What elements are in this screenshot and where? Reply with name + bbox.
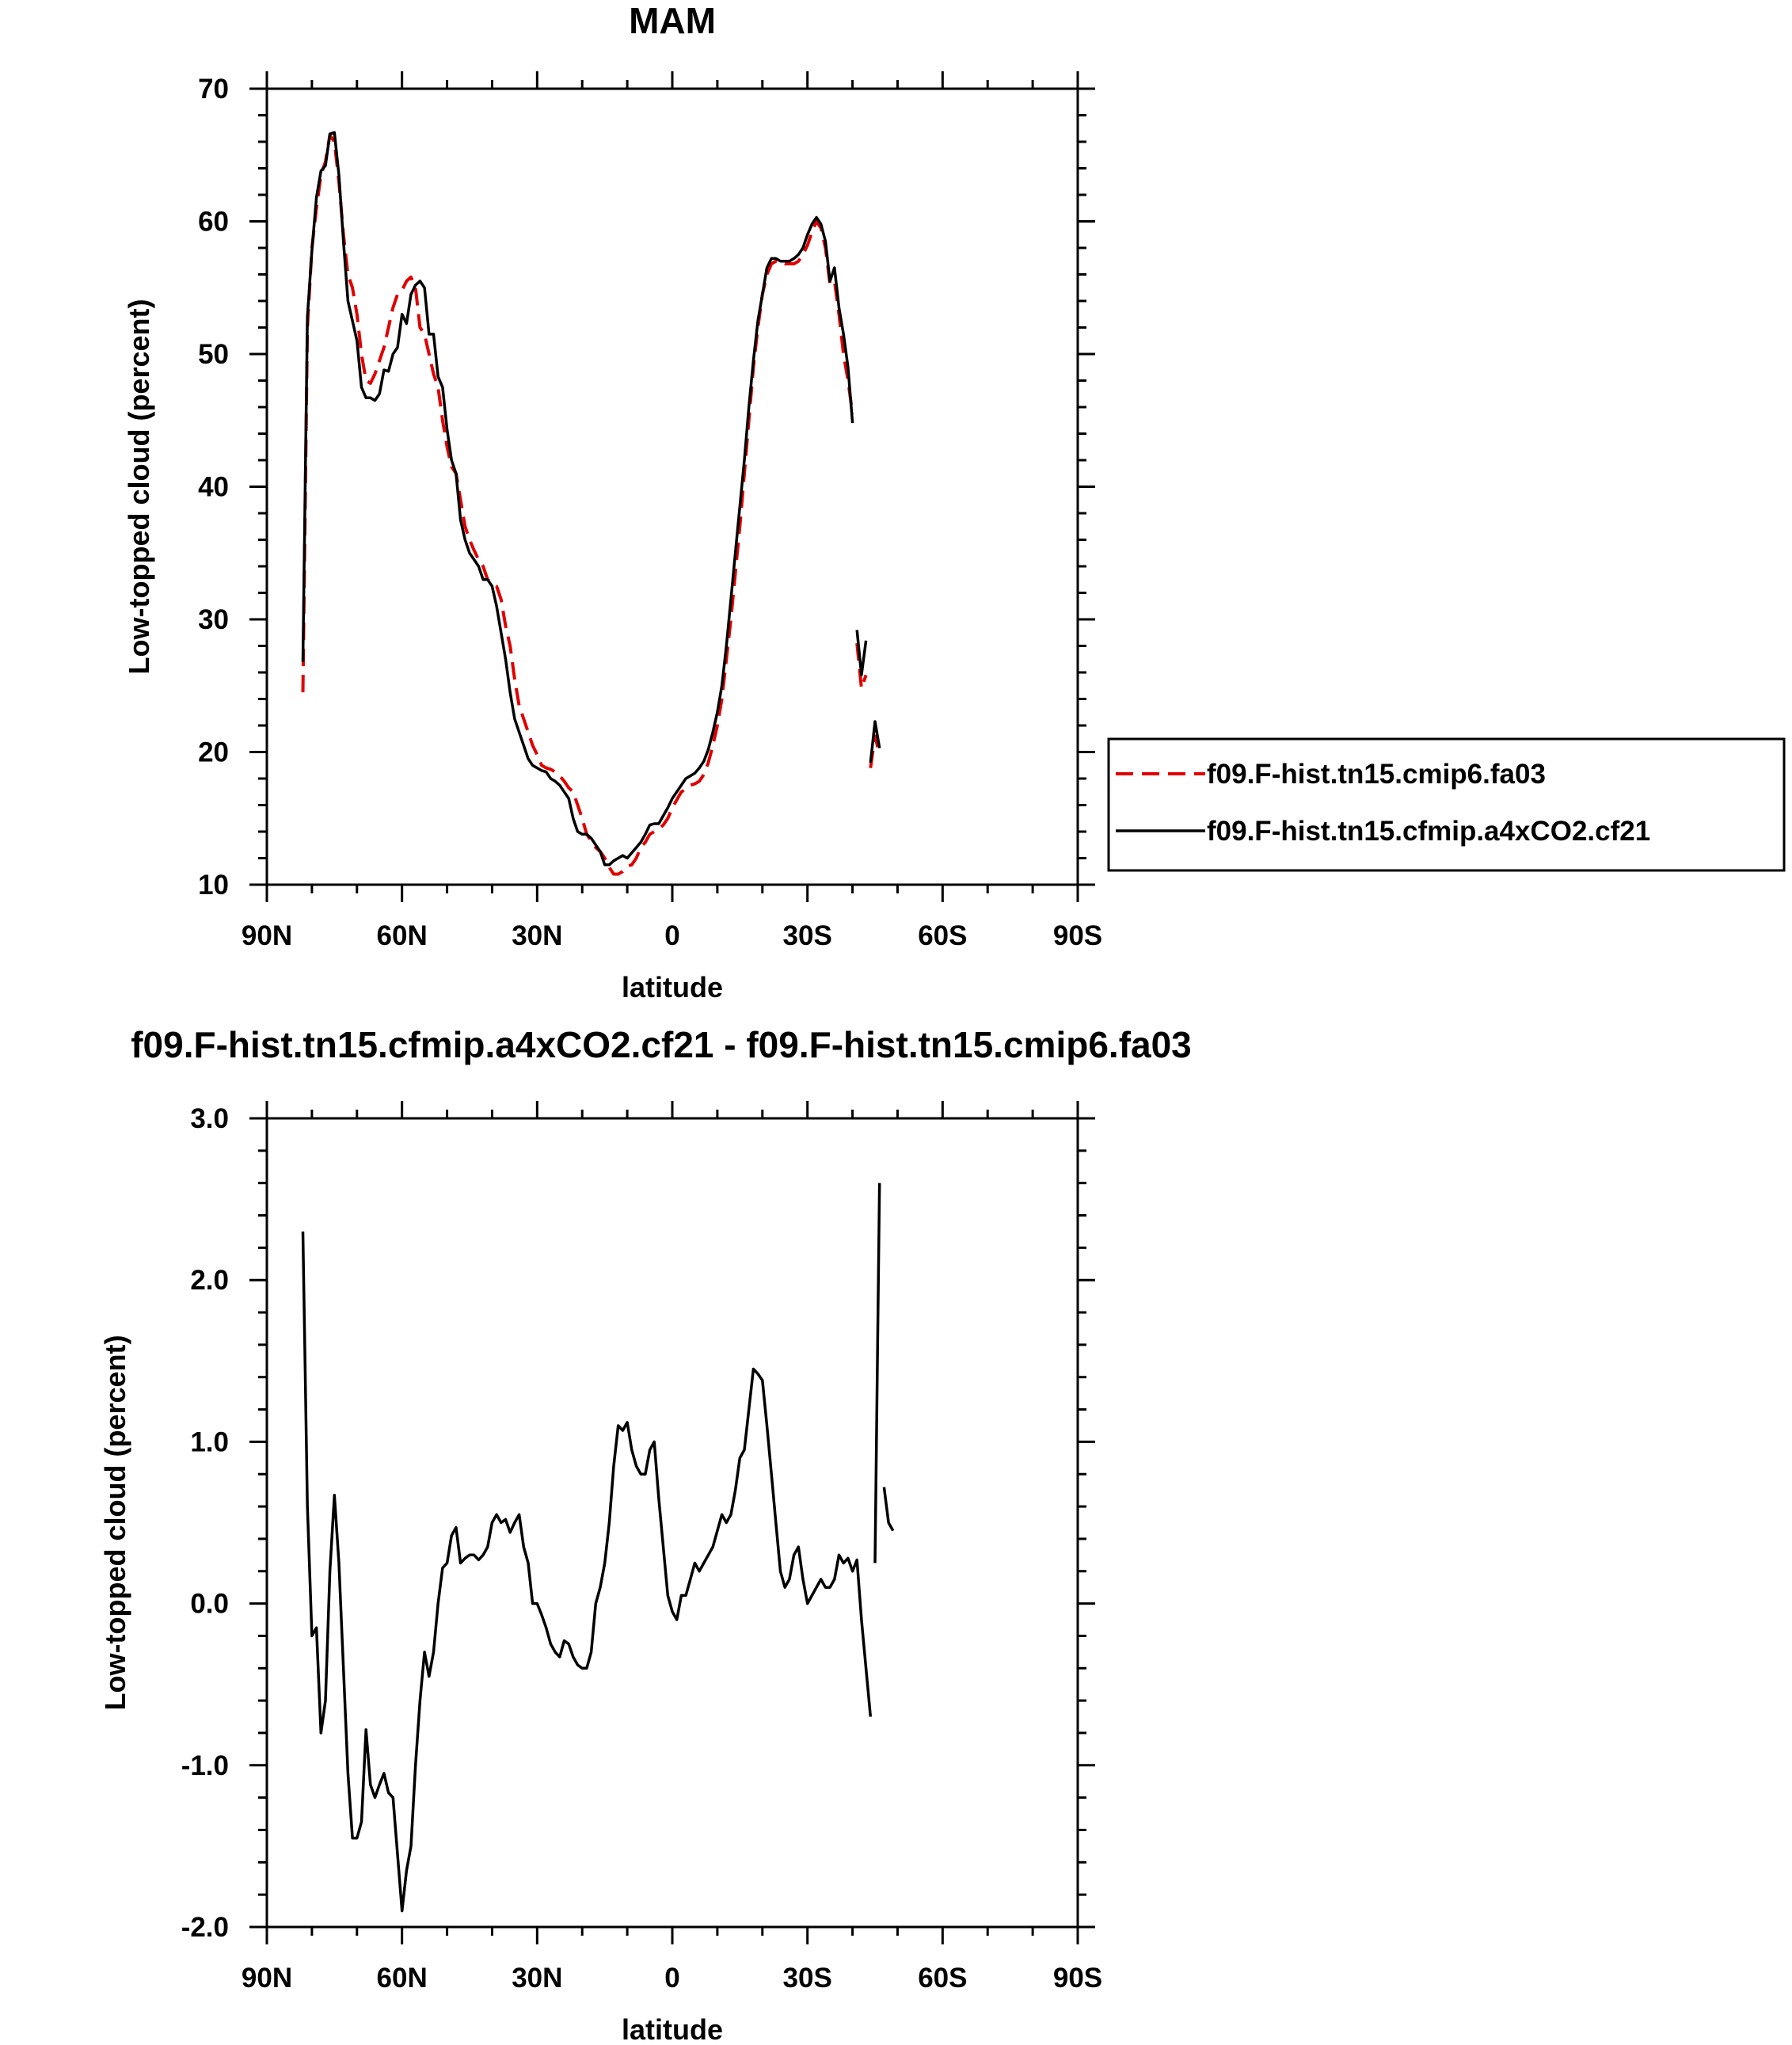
y-tick-label: 70 <box>198 74 229 105</box>
y-tick-label: 30 <box>198 604 229 635</box>
legend-entry: f09.F-hist.tn15.cfmip.a4xCO2.cf21 <box>1207 816 1650 847</box>
x-tick-label: 60S <box>918 920 967 951</box>
plot-frame <box>265 87 1079 886</box>
y-tick-label: 20 <box>198 737 229 768</box>
plot-frame <box>265 1117 1079 1929</box>
x-tick-label: 60S <box>918 1963 967 1994</box>
y-tick-label: 1.0 <box>190 1426 229 1457</box>
x-tick-label: 30N <box>512 920 562 951</box>
x-tick-label: 30S <box>783 1963 832 1994</box>
series-line-2 <box>301 131 854 866</box>
y-tick-label: 40 <box>198 472 229 503</box>
series-line-1 <box>882 1487 895 1532</box>
series-line-1 <box>301 1231 873 1913</box>
series-line-2 <box>869 720 881 764</box>
x-axis-label: latitude <box>622 971 723 1003</box>
chart-title: f09.F-hist.tn15.cfmip.a4xCO2.cf21 - f09.… <box>131 1024 1192 1065</box>
x-tick-label: 90S <box>1053 1963 1102 1994</box>
legend-box <box>1107 737 1786 872</box>
x-tick-label: 0 <box>664 1963 679 1994</box>
y-tick-label: 10 <box>198 870 229 901</box>
x-tick-label: 90N <box>242 1963 292 1994</box>
x-tick-label: 90S <box>1053 920 1102 951</box>
y-tick-label: 3.0 <box>190 1103 229 1134</box>
x-tick-label: 30S <box>783 920 832 951</box>
x-tick-label: 60N <box>377 1963 428 1994</box>
y-tick-label: 0.0 <box>190 1589 229 1620</box>
y-tick-label: 2.0 <box>190 1265 229 1296</box>
x-axis-label: latitude <box>622 2013 723 2045</box>
y-tick-label: -1.0 <box>181 1750 229 1781</box>
y-axis-label: Low-topped cloud (percent) <box>123 299 155 675</box>
x-tick-label: 0 <box>664 920 679 951</box>
series-line-2 <box>855 630 868 677</box>
y-tick-label: 50 <box>198 339 229 370</box>
y-tick-label: -2.0 <box>181 1912 229 1943</box>
x-tick-label: 90N <box>242 920 292 951</box>
series-line-1 <box>873 1182 881 1563</box>
legend-entry: f09.F-hist.tn15.cmip6.fa03 <box>1207 759 1546 790</box>
series-line-1 <box>301 133 854 876</box>
chart-title: MAM <box>629 0 716 41</box>
y-tick-label: 60 <box>198 207 229 238</box>
y-axis-label: Low-topped cloud (percent) <box>99 1335 131 1711</box>
x-tick-label: 60N <box>377 920 428 951</box>
x-tick-label: 30N <box>512 1963 562 1994</box>
